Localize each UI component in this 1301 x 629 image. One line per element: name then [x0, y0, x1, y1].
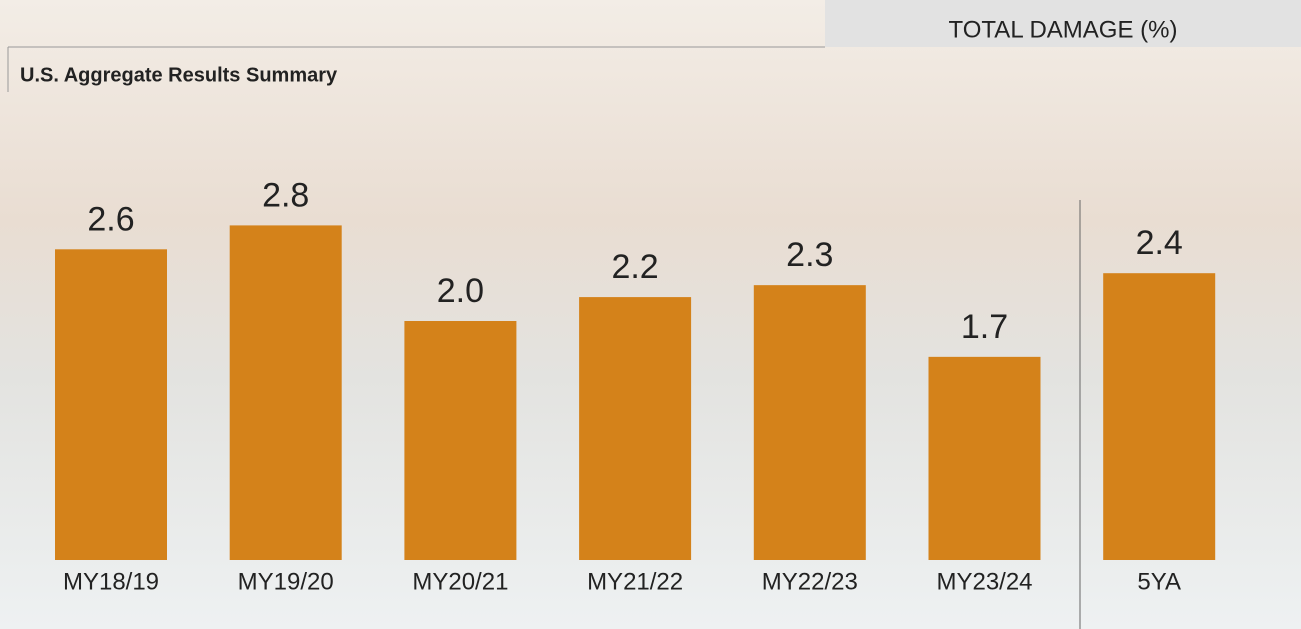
chart-subtitle: TOTAL DAMAGE (%)	[949, 16, 1178, 43]
x-tick-label: MY21/22	[587, 568, 683, 595]
value-label: 1.7	[961, 308, 1008, 346]
bar	[754, 285, 866, 560]
chart-title: U.S. Aggregate Results Summary	[20, 64, 338, 86]
value-label: 2.3	[786, 236, 833, 274]
bar	[929, 357, 1041, 560]
value-label: 2.8	[262, 176, 309, 214]
value-label: 2.0	[437, 272, 484, 310]
x-tick-label: MY18/19	[63, 568, 159, 595]
page: TOTAL DAMAGE (%) U.S. Aggregate Results …	[0, 0, 1301, 629]
bar	[579, 297, 691, 560]
value-label: 2.2	[611, 248, 658, 286]
value-label: 2.6	[87, 200, 134, 238]
bar	[55, 249, 167, 560]
x-tick-label: 5YA	[1137, 568, 1181, 595]
x-tick-label: MY19/20	[238, 568, 334, 595]
x-tick-label: MY20/21	[412, 568, 508, 595]
bar	[230, 225, 342, 560]
value-label: 2.4	[1136, 224, 1183, 262]
chart: TOTAL DAMAGE (%) U.S. Aggregate Results …	[0, 0, 1301, 629]
bar	[404, 321, 516, 560]
bar	[1103, 273, 1215, 560]
x-tick-label: MY22/23	[762, 568, 858, 595]
x-tick-label: MY23/24	[936, 568, 1032, 595]
